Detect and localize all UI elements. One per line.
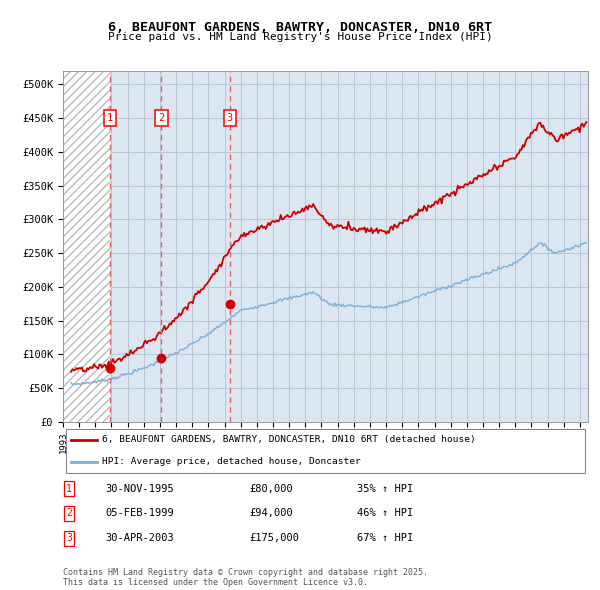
- Bar: [63, 71, 110, 422]
- Text: Contains HM Land Registry data © Crown copyright and database right 2025.
This d: Contains HM Land Registry data © Crown c…: [63, 568, 428, 587]
- Text: £175,000: £175,000: [249, 533, 299, 543]
- Text: 46% ↑ HPI: 46% ↑ HPI: [357, 509, 413, 518]
- Text: £80,000: £80,000: [249, 484, 293, 493]
- FancyBboxPatch shape: [65, 428, 586, 473]
- Text: 30-APR-2003: 30-APR-2003: [105, 533, 174, 543]
- Text: 3: 3: [66, 533, 72, 543]
- Text: £94,000: £94,000: [249, 509, 293, 518]
- Text: Price paid vs. HM Land Registry's House Price Index (HPI): Price paid vs. HM Land Registry's House …: [107, 32, 493, 42]
- Text: HPI: Average price, detached house, Doncaster: HPI: Average price, detached house, Donc…: [103, 457, 361, 466]
- Text: 2: 2: [158, 113, 164, 123]
- Text: 3: 3: [227, 113, 233, 123]
- Text: 35% ↑ HPI: 35% ↑ HPI: [357, 484, 413, 493]
- Text: 30-NOV-1995: 30-NOV-1995: [105, 484, 174, 493]
- Text: 67% ↑ HPI: 67% ↑ HPI: [357, 533, 413, 543]
- Text: 1: 1: [107, 113, 113, 123]
- Text: 6, BEAUFONT GARDENS, BAWTRY, DONCASTER, DN10 6RT (detached house): 6, BEAUFONT GARDENS, BAWTRY, DONCASTER, …: [103, 435, 476, 444]
- Text: 6, BEAUFONT GARDENS, BAWTRY, DONCASTER, DN10 6RT: 6, BEAUFONT GARDENS, BAWTRY, DONCASTER, …: [108, 21, 492, 34]
- Text: 1: 1: [66, 484, 72, 493]
- Text: 05-FEB-1999: 05-FEB-1999: [105, 509, 174, 518]
- Text: 2: 2: [66, 509, 72, 518]
